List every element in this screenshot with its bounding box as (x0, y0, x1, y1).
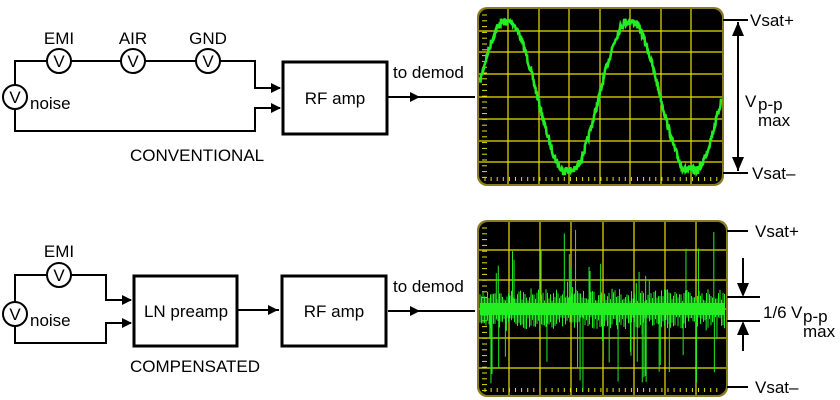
output-label: to demod (393, 277, 464, 296)
svg-text:Vsat+: Vsat+ (750, 11, 794, 30)
ln-preamp-block: LN preamp (132, 274, 239, 348)
scope1-annotations: Vsat+ Vsat– V p-p max (723, 11, 796, 183)
bottom-wire (14, 103, 281, 132)
svg-text:V: V (791, 303, 803, 322)
noise-source: V noise (2, 84, 71, 113)
noise-source: V noise (2, 301, 71, 330)
svg-text:AIR: AIR (119, 29, 147, 48)
caption-compensated: COMPENSATED (130, 357, 260, 376)
svg-text:Vsat–: Vsat– (755, 378, 799, 397)
caption-conventional: CONVENTIONAL (130, 146, 264, 165)
svg-text:V: V (53, 266, 65, 285)
svg-text:V: V (9, 305, 21, 324)
svg-text:EMI: EMI (44, 242, 74, 261)
svg-text:noise: noise (30, 94, 71, 113)
scope-compensated (477, 220, 728, 397)
sine-trace (478, 17, 723, 178)
svg-text:V: V (9, 88, 21, 107)
svg-text:Vsat–: Vsat– (752, 164, 796, 183)
top-wire (14, 60, 281, 93)
svg-text:GND: GND (189, 29, 227, 48)
compensated-circuit: V EMI V noise LN preamp RF amp to demod … (2, 242, 475, 376)
svg-text:1/6: 1/6 (763, 303, 787, 322)
svg-text:RF amp: RF amp (305, 89, 365, 108)
emi-source: V EMI (44, 29, 74, 74)
rf-amp-block: RF amp (280, 274, 388, 348)
emi-source: V EMI (44, 242, 74, 288)
svg-text:V: V (202, 52, 214, 71)
svg-text:Vsat+: Vsat+ (755, 222, 799, 241)
arrow-icon (268, 305, 278, 315)
svg-text:RF amp: RF amp (304, 302, 364, 321)
conventional-circuit: V EMI V AIR V GND V noise RF amp to demo… (2, 29, 475, 165)
output-label: to demod (393, 63, 464, 82)
svg-text:V: V (53, 52, 65, 71)
svg-text:max: max (803, 322, 836, 341)
air-source: V AIR (119, 29, 147, 74)
svg-text:V: V (745, 92, 757, 111)
svg-text:LN preamp: LN preamp (144, 302, 228, 321)
svg-text:max: max (758, 111, 791, 130)
gnd-source: V GND (189, 29, 227, 74)
output-arrow-icon (410, 306, 420, 316)
output-arrow-icon (410, 92, 420, 102)
scope-conventional (477, 7, 724, 186)
svg-text:EMI: EMI (44, 29, 74, 48)
svg-text:p-p: p-p (758, 95, 783, 114)
rf-amp-block: RF amp (281, 60, 389, 136)
bracket-arrows-icon (737, 283, 749, 335)
svg-text:V: V (127, 52, 139, 71)
bottom-wire (14, 318, 132, 344)
svg-text:noise: noise (30, 311, 71, 330)
top-wire (14, 274, 132, 305)
scope2-annotations: Vsat+ Vsat– 1/6 V p-p max (727, 222, 836, 397)
svg-text:p-p: p-p (803, 307, 828, 326)
